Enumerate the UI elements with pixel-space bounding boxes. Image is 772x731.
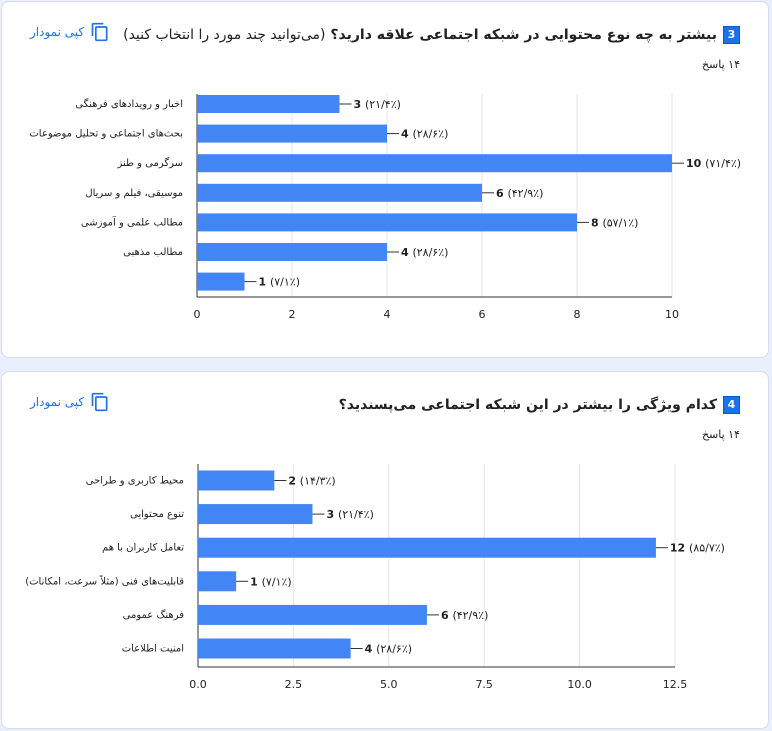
bar [198,604,427,625]
data-label-percent: (۲۱/۴٪) [365,98,401,111]
question-title: کدام ویژگی را بیشتر در این شبکه اجتماعی … [339,397,717,413]
data-label-value: 3 [354,98,365,111]
response-count: ۱۴ پاسخ [701,58,740,71]
data-label-value: 2 [288,475,299,488]
bar [198,504,313,525]
data-label: 10 (۷۱/۴٪) [686,157,741,170]
x-tick-label: 10.0 [567,678,592,691]
data-label: 1 (۷/۱٪) [259,276,301,289]
bar [197,183,482,202]
data-label: 3 (۲۱/۴٪) [354,98,401,111]
question-header: 3 بیشتر به چه نوع محتوایی در شبکه اجتماع… [123,26,740,44]
copy-icon [91,392,108,412]
data-label-percent: (۷۱/۴٪) [705,157,741,170]
data-label-value: 4 [401,128,412,141]
data-label: 6 (۴۲/۹٪) [496,187,543,200]
x-tick-label: 7.5 [475,678,493,691]
data-label: 3 (۲۱/۴٪) [326,508,373,521]
data-label-percent: (۲۸/۶٪) [376,643,412,656]
data-label-percent: (۷/۱٪) [262,575,292,588]
category-label: تعامل کاربران با هم [102,543,184,554]
data-label-percent: (۲۸/۶٪) [412,246,448,259]
copy-icon [91,22,108,42]
x-tick-label: 2.5 [285,678,303,691]
question-number-badge: 3 [723,26,740,44]
data-label: 4 (۲۸/۶٪) [401,128,448,141]
category-label: محیط کاربری و طراحی [86,476,184,487]
x-tick-label: 10 [665,308,679,321]
copy-chart-label: کپی نمودار [30,25,85,39]
category-label: قابلیت‌های فنی (مثلاً سرعت، امکانات) [25,574,184,587]
question-card-4: کپی نمودار 4 کدام ویژگی را بیشتر در این … [1,371,769,729]
bar [197,95,340,113]
question-card-3: کپی نمودار 3 بیشتر به چه نوع محتوایی در … [1,1,769,358]
category-label: مطالب مذهبی [123,247,183,258]
question-title-text: کدام ویژگی را بیشتر در این شبکه اجتماعی … [338,397,717,413]
category-label: اخبار و رویدادهای فرهنگی [75,98,183,110]
x-tick-label: 6 [479,308,486,321]
copy-chart-label: کپی نمودار [30,395,85,409]
copy-chart-button[interactable]: کپی نمودار [30,392,110,412]
bar [198,638,351,659]
data-label-percent: (۷/۱٪) [270,276,300,289]
question-title-text: بیشتر به چه نوع محتوایی در شبکه اجتماعی … [330,27,717,43]
category-label: مطالب علمی و آموزشی [81,215,183,228]
response-count: ۱۴ پاسخ [701,428,740,441]
bar [197,272,245,291]
data-label-value: 4 [365,643,376,656]
category-label: سرگرمی و طنز [116,157,183,169]
x-tick-label: 12.5 [663,678,688,691]
data-label-percent: (۲۱/۴٪) [338,508,374,521]
data-label-value: 6 [441,609,452,622]
bar [198,537,656,558]
data-label: 4 (۲۸/۶٪) [365,643,412,656]
data-label-value: 1 [250,575,261,588]
data-label-percent: (۲۸/۶٪) [412,128,448,141]
data-label-value: 10 [686,157,705,170]
question-subtitle: (می‌توانید چند مورد را انتخاب کنید) [123,27,326,43]
bar [198,470,275,491]
bar [198,571,237,592]
data-label: 6 (۴۲/۹٪) [441,609,488,622]
x-tick-label: 4 [384,308,391,321]
data-label-percent: (۸۵/۷٪) [689,542,725,555]
bar [197,213,577,232]
data-label: 1 (۷/۱٪) [250,575,292,588]
data-label: 4 (۲۸/۶٪) [401,246,448,259]
category-label: تنوع محتوایی [130,509,184,520]
data-label: 12 (۸۵/۷٪) [670,542,725,555]
data-label-percent: (۴۲/۹٪) [452,609,488,622]
bar [197,124,387,143]
bar-chart: 0.0 2.5 5.0 7.5 10.0 12.5 محیط کاربری و طراحی 2… [25,464,725,691]
x-tick-label: 2 [289,308,296,321]
category-label: امنیت اطلاعات [122,644,184,655]
bar [197,154,672,173]
data-label-value: 6 [496,187,507,200]
category-label: موسیقی، فیلم و سریال [85,188,183,199]
data-label-value: 1 [259,276,270,289]
x-tick-label: 0 [194,308,201,321]
data-label-value: 12 [670,542,689,555]
data-label: 2 (۱۴/۳٪) [288,475,335,488]
data-label-value: 4 [401,246,412,259]
x-tick-label: 0.0 [189,678,207,691]
x-tick-label: 5.0 [380,678,398,691]
data-label-percent: (۴۲/۹٪) [507,187,543,200]
data-label-value: 8 [591,216,602,229]
question-number-badge: 4 [723,396,740,414]
bar-chart: 0 2 4 6 8 10 اخبار و رویدادهای فرهنگی 3 (۲۱/۴٪)… [29,94,741,321]
bar [197,243,387,261]
category-label: بحث‌های اجتماعی و تحلیل موضوعات [29,129,183,140]
data-label-percent: (۱۴/۳٪) [300,475,336,488]
question-header: 4 کدام ویژگی را بیشتر در این شبکه اجتماع… [339,396,740,414]
copy-chart-button[interactable]: کپی نمودار [30,22,110,42]
data-label-value: 3 [326,508,337,521]
category-label: فرهنگ عمومی [123,609,185,621]
question-title: بیشتر به چه نوع محتوایی در شبکه اجتماعی … [123,27,717,43]
data-label: 8 (۵۷/۱٪) [591,216,638,229]
x-tick-label: 8 [574,308,581,321]
data-label-percent: (۵۷/۱٪) [602,216,638,229]
